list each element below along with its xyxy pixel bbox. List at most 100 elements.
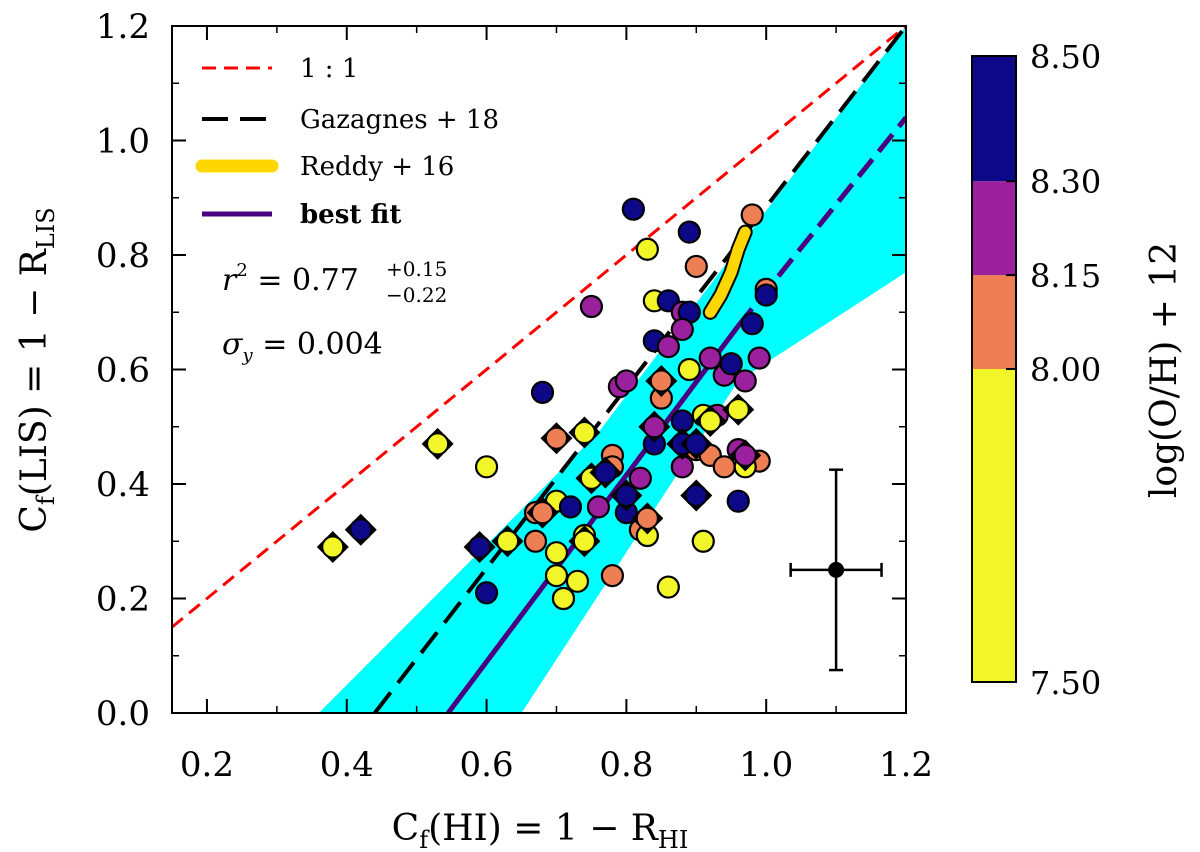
y-tick-label: 0.6 bbox=[96, 351, 150, 391]
legend-label-reddy: Reddy + 16 bbox=[300, 152, 454, 182]
scatter-point bbox=[747, 346, 771, 370]
scatter-point bbox=[677, 357, 701, 382]
scatter-point bbox=[621, 197, 645, 221]
colorbar-segment bbox=[972, 56, 1016, 182]
scatter-point bbox=[656, 575, 680, 599]
sigma-annotation: σy = 0.004 bbox=[222, 327, 383, 366]
best-fit-line bbox=[446, 324, 741, 713]
scatter-point bbox=[565, 569, 590, 593]
diamond-point bbox=[544, 426, 568, 450]
diamond-point bbox=[321, 535, 345, 559]
scatter-point bbox=[733, 369, 757, 393]
r2-minus-error: −0.22 bbox=[386, 283, 447, 307]
scatter-point bbox=[719, 352, 743, 376]
diamond-point bbox=[642, 415, 666, 439]
gazagnes18-line bbox=[373, 26, 906, 713]
scatter-point bbox=[614, 369, 638, 393]
scatter-point bbox=[628, 466, 652, 490]
colorbar-tick-label: 8.30 bbox=[1030, 163, 1101, 201]
x-tick-label: 0.4 bbox=[320, 745, 374, 785]
diamond-point bbox=[349, 518, 373, 542]
y-axis-title: Cf(LIS) = 1 − RLIS bbox=[14, 207, 60, 532]
x-axis-title-main: C bbox=[392, 808, 420, 849]
x-tick-label: 1.2 bbox=[879, 745, 933, 785]
y-tick-label: 0.0 bbox=[96, 694, 150, 734]
diamond-point bbox=[635, 506, 659, 530]
y-axis-title-sub1: f bbox=[32, 494, 60, 505]
diamond-point bbox=[572, 420, 596, 444]
scatter-point bbox=[586, 495, 611, 519]
scatter-point bbox=[474, 581, 499, 605]
scatter-point bbox=[698, 346, 722, 370]
scatter-point bbox=[635, 237, 659, 261]
colorbar-segment bbox=[972, 369, 1016, 682]
diamond-point bbox=[684, 432, 708, 456]
colorbar-tick-label: 8.50 bbox=[1030, 38, 1101, 76]
scatter-point bbox=[544, 541, 569, 565]
diamond-point bbox=[426, 432, 450, 456]
diamond-point bbox=[698, 409, 722, 433]
colorbar: 7.50 8.00 8.15 8.30 8.50 bbox=[971, 38, 1101, 702]
scatter-point bbox=[691, 529, 715, 553]
r2-plus-error: +0.15 bbox=[386, 257, 447, 281]
legend-label-best-fit: best fit bbox=[300, 200, 401, 230]
r2-prefix: r bbox=[222, 263, 238, 298]
y-axis-title-sub2: LIS bbox=[32, 207, 60, 249]
diamond-point bbox=[726, 398, 750, 422]
scatter-point bbox=[544, 563, 569, 588]
diamond-point bbox=[496, 529, 520, 553]
sigma-value: = 0.004 bbox=[253, 327, 383, 362]
r2-exponent: 2 bbox=[236, 260, 247, 281]
colorbar-label: log(O/H) + 12 bbox=[1144, 242, 1185, 498]
colorbar-tick-label: 8.15 bbox=[1030, 257, 1101, 295]
diamond-point bbox=[649, 369, 673, 393]
scatter-point bbox=[677, 220, 701, 244]
diamond-point bbox=[572, 529, 596, 553]
y-tick-label: 1.0 bbox=[96, 122, 150, 162]
scatter-point bbox=[740, 203, 764, 227]
scatter-point bbox=[558, 495, 583, 519]
colorbar-tick-label: 7.50 bbox=[1030, 664, 1101, 702]
x-axis-title: Cf(HI) = 1 − RHI bbox=[392, 808, 689, 852]
scatter-point bbox=[600, 563, 625, 588]
diamond-point bbox=[733, 443, 757, 467]
scatter-point bbox=[656, 335, 680, 359]
y-tick-label: 0.8 bbox=[96, 236, 150, 276]
scatter-point bbox=[726, 489, 750, 513]
fit-statistics: r2 = 0.77 +0.15 −0.22 σy = 0.004 bbox=[222, 257, 447, 366]
diamond-point bbox=[593, 461, 617, 485]
diamond-point bbox=[684, 483, 708, 507]
scatter-point bbox=[551, 586, 576, 611]
data-points bbox=[316, 197, 778, 611]
sigma-subscript: y bbox=[241, 345, 253, 366]
y-tick-label: 1.2 bbox=[96, 7, 150, 47]
x-axis-title-rest: (HI) = 1 − R bbox=[428, 808, 659, 849]
r-squared-annotation: r2 = 0.77 bbox=[222, 260, 359, 298]
scatter-point bbox=[670, 317, 694, 342]
y-tick-label: 0.4 bbox=[96, 465, 150, 505]
reddy16-curve bbox=[704, 226, 751, 318]
scatter-point bbox=[523, 529, 548, 553]
x-tick-label: 1.0 bbox=[739, 745, 793, 785]
diamond-point bbox=[468, 535, 492, 559]
x-tick-label: 0.6 bbox=[460, 745, 514, 785]
error-bar-point bbox=[828, 561, 845, 578]
x-axis-title-sub1: f bbox=[419, 826, 430, 852]
r2-value: = 0.77 bbox=[248, 263, 359, 298]
sigma-symbol: σ bbox=[222, 327, 244, 362]
x-axis-title-sub2: HI bbox=[658, 826, 688, 852]
y-tick-label: 0.2 bbox=[96, 580, 150, 620]
scatter-point bbox=[684, 254, 708, 279]
axes: 0.2 0.4 0.6 0.8 1.0 1.2 0.0 0.2 0.4 0.6 0.8 1.0 1.2 bbox=[96, 7, 933, 785]
colorbar-tick-label: 8.00 bbox=[1030, 351, 1101, 389]
legend: 1 : 1 Gazagnes + 18 Reddy + 16 best fit bbox=[195, 54, 499, 230]
y-axis-title-main: C bbox=[14, 505, 55, 533]
x-tick-label: 0.2 bbox=[180, 745, 234, 785]
legend-label-gazagnes: Gazagnes + 18 bbox=[300, 105, 499, 135]
scatter-point bbox=[712, 455, 736, 479]
scatter-point bbox=[579, 294, 604, 319]
one-to-one-line bbox=[172, 26, 906, 629]
legend-label-one-to-one: 1 : 1 bbox=[300, 54, 358, 84]
diamond-point bbox=[530, 501, 554, 525]
